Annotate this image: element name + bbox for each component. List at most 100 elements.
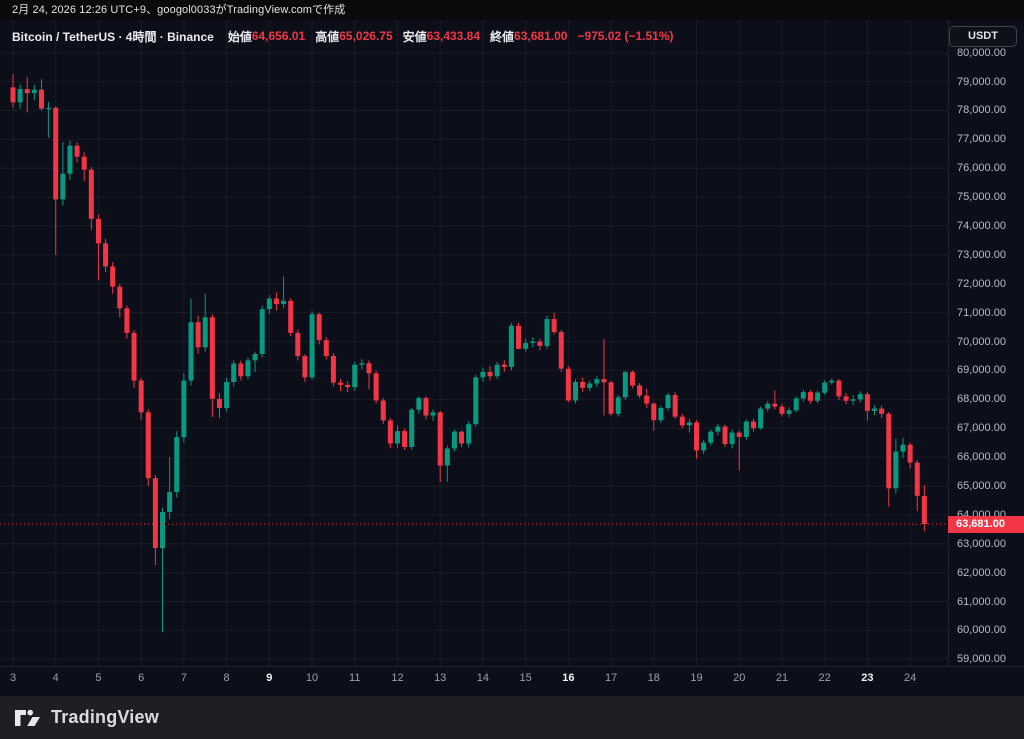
low-value: 63,433.84 — [426, 29, 481, 43]
candle-body — [807, 392, 813, 401]
quote-currency-button[interactable]: USDT — [949, 26, 1017, 47]
candle-body — [793, 398, 799, 411]
candle-body — [679, 416, 685, 426]
candle-body — [480, 371, 486, 378]
candle-body — [501, 364, 507, 367]
candle-body — [416, 397, 422, 410]
candle-body — [594, 379, 600, 384]
candle-body — [893, 451, 899, 489]
candle-body — [67, 145, 73, 174]
x-tick-label: 17 — [604, 672, 618, 684]
tradingview-logo-link[interactable]: TradingView — [14, 707, 159, 729]
candle-body — [850, 399, 856, 401]
ohlc-close: 終値 63,681.00 — [490, 28, 567, 45]
footer-bar: TradingView — [0, 696, 1024, 739]
x-tick-label: 11 — [349, 672, 361, 684]
candle-body — [743, 421, 749, 437]
x-tick-label: 18 — [647, 672, 660, 684]
candle-body — [60, 173, 66, 200]
candle-body — [281, 300, 287, 305]
candle-body — [772, 403, 778, 407]
candle-body — [622, 372, 628, 398]
candle-body — [88, 169, 94, 219]
x-tick-label: 8 — [223, 672, 230, 684]
candle-body — [736, 432, 742, 437]
candle-body — [394, 431, 400, 444]
candle-body — [715, 426, 721, 432]
x-tick-label: 5 — [95, 672, 102, 684]
candle-body — [836, 380, 842, 397]
x-tick-label: 22 — [818, 672, 831, 684]
candle-body — [786, 410, 792, 414]
candle-body — [259, 309, 265, 354]
candle-body — [722, 426, 728, 445]
candle-body — [10, 87, 16, 103]
candle-body — [216, 398, 222, 408]
candle-body — [38, 89, 44, 109]
candle-body — [288, 300, 294, 333]
candle-body — [558, 332, 564, 369]
candle-body — [466, 424, 472, 444]
chart-canvas[interactable] — [0, 20, 1024, 676]
candle-body — [451, 431, 457, 449]
candle-body — [188, 322, 194, 381]
candle-body — [565, 368, 571, 401]
open-label: 始値 — [227, 29, 252, 44]
ohlc-open: 始値 64,656.01 — [228, 28, 305, 45]
candle-body — [857, 394, 863, 400]
candle-body — [295, 332, 301, 357]
candle-body — [423, 397, 429, 416]
y-tick-label: 70,000.00 — [957, 335, 1006, 348]
candle-body — [373, 373, 379, 401]
tradingview-logo-icon — [15, 709, 40, 726]
close-value: 63,681.00 — [514, 29, 568, 43]
candle-body — [800, 392, 806, 399]
candle-body — [729, 432, 735, 445]
y-tick-label: 63,000.00 — [957, 537, 1006, 550]
x-tick-label: 9 — [266, 672, 273, 684]
x-tick-label: 15 — [519, 672, 532, 684]
candle-body — [302, 356, 308, 378]
y-tick-label: 60,000.00 — [957, 624, 1006, 637]
candle-body — [508, 325, 514, 367]
x-tick-label: 6 — [138, 672, 145, 684]
candle-body — [81, 156, 87, 170]
candle-body — [587, 383, 593, 388]
candle-body — [523, 343, 529, 349]
candle-body — [672, 394, 678, 417]
candle-body — [309, 314, 315, 378]
candle-body — [409, 409, 415, 447]
candle-body — [430, 412, 436, 416]
x-tick-label: 3 — [9, 672, 17, 684]
y-tick-label: 79,000.00 — [957, 75, 1006, 88]
candle-body — [829, 380, 835, 383]
candle-body — [473, 377, 479, 425]
candle-body — [516, 325, 522, 349]
candle-body — [637, 385, 643, 396]
high-value: 65,026.75 — [339, 29, 393, 43]
price-axis[interactable]: 80,000.00 79,000.00 78,000.00 77,000.00 76,0… — [948, 20, 1024, 666]
candle-body — [487, 371, 493, 377]
candle-body — [665, 394, 671, 408]
candle-body — [380, 400, 386, 421]
candle-body — [608, 382, 614, 414]
y-tick-label: 76,000.00 — [957, 162, 1006, 175]
candle-body — [238, 363, 244, 377]
candle-body — [103, 243, 109, 267]
candle-body — [117, 286, 123, 309]
candle-body — [160, 511, 166, 549]
candle-body — [17, 89, 23, 103]
attribution-text: 2月 24, 2026 12:26 UTC+9、googol0033がTradi… — [12, 4, 346, 16]
time-axis[interactable]: 3 4 5 6 7 8 9 10 11 12 13 14 15 16 17 18 19 20 21 22 23 24 — [0, 666, 1024, 696]
candle-body — [209, 317, 215, 399]
ohlc-high: 高値 65,026.75 — [315, 28, 392, 45]
candle-body — [544, 319, 550, 346]
candle-body — [46, 107, 52, 110]
candle-body — [750, 421, 756, 429]
change-value: −975.02 (−1.51%) — [577, 29, 674, 43]
pane-header: Bitcoin / TetherUS · 4時間 · Binance 始値 64… — [12, 28, 674, 44]
close-label: 終値 — [490, 29, 515, 44]
candle-body — [444, 448, 450, 466]
candle-body — [167, 492, 173, 512]
candle-body — [629, 372, 635, 386]
